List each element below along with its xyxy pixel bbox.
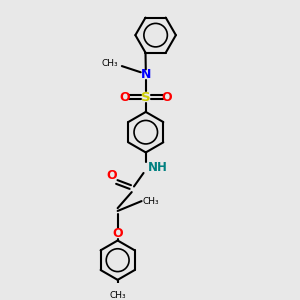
Text: NH: NH	[148, 161, 168, 174]
Text: CH₃: CH₃	[109, 291, 126, 300]
Text: O: O	[107, 169, 117, 182]
Text: CH₃: CH₃	[143, 196, 160, 206]
Text: O: O	[120, 91, 130, 103]
Text: N: N	[141, 68, 151, 81]
Text: O: O	[112, 227, 123, 240]
Text: CH₃: CH₃	[102, 59, 118, 68]
Text: O: O	[161, 91, 172, 103]
Text: S: S	[141, 91, 151, 103]
